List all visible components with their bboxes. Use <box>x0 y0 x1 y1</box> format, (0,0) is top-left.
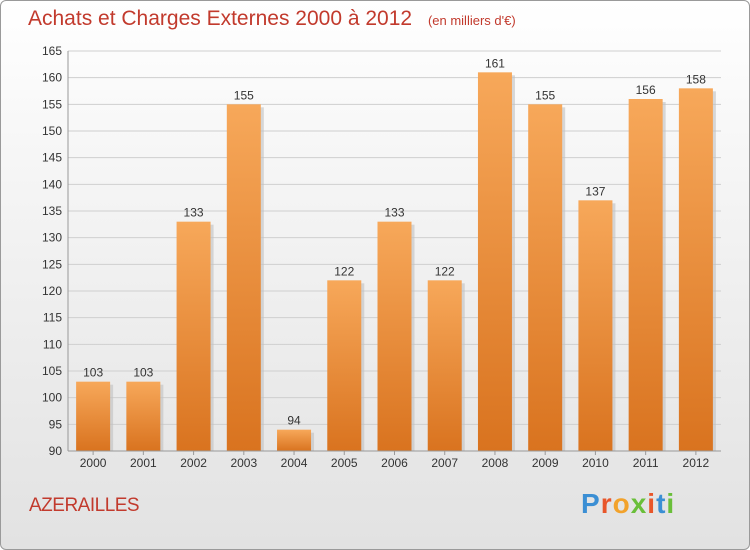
data-label: 133 <box>384 206 404 220</box>
bars <box>76 72 716 451</box>
logo-letter: x <box>630 488 648 519</box>
x-tick-label: 2003 <box>230 456 257 470</box>
bar <box>176 221 211 451</box>
y-tick-label: 95 <box>49 417 63 431</box>
data-labels: 103 103 133 155 94 122 133 122 161 155 137 156 158 <box>83 56 706 427</box>
chart-title: Achats et Charges Externes 2000 à 2012 (… <box>28 7 516 31</box>
data-label: 133 <box>184 206 204 220</box>
data-label: 156 <box>636 83 656 97</box>
logo-letter: P <box>581 488 601 519</box>
y-tick-label: 125 <box>42 257 62 271</box>
bar <box>327 280 362 451</box>
bar <box>628 99 663 451</box>
logo-letter: i <box>666 488 676 519</box>
data-label: 103 <box>83 366 103 380</box>
x-tick-label: 2000 <box>80 456 107 470</box>
x-tick-label: 2009 <box>532 456 559 470</box>
x-tick-label: 2007 <box>431 456 458 470</box>
x-tick-label: 2008 <box>482 456 509 470</box>
data-label: 94 <box>287 414 301 428</box>
bar <box>76 381 111 451</box>
logo-letter: r <box>600 488 613 519</box>
x-tick-label: 2001 <box>130 456 157 470</box>
x-tick-label: 2012 <box>683 456 710 470</box>
data-label: 122 <box>334 264 354 278</box>
data-label: 155 <box>535 88 555 102</box>
data-label: 122 <box>435 264 455 278</box>
y-tick-label: 110 <box>43 337 62 351</box>
logo-letter: o <box>612 488 631 519</box>
bar <box>277 429 312 451</box>
y-tick-label: 120 <box>42 284 62 298</box>
proxiti-logo: Proxiti <box>581 488 675 520</box>
logo-letter: t <box>656 488 667 519</box>
logo-letter: i <box>647 488 657 519</box>
bar <box>528 104 563 451</box>
data-label: 155 <box>234 88 254 102</box>
y-tick-label: 150 <box>42 124 62 138</box>
x-tick-label: 2002 <box>180 456 207 470</box>
y-tick-label: 160 <box>42 71 62 85</box>
x-tick-label: 2011 <box>633 456 659 470</box>
bar <box>377 221 412 451</box>
y-tick-label: 90 <box>49 444 63 458</box>
y-tick-label: 140 <box>42 177 62 191</box>
x-tick-label: 2006 <box>381 456 408 470</box>
y-tick-label: 165 <box>42 44 62 58</box>
y-tick-label: 135 <box>42 204 62 218</box>
y-tick-label: 145 <box>42 151 62 165</box>
chart-title-text: Achats et Charges Externes 2000 à 2012 <box>28 7 413 30</box>
y-axis: 90 95 100 105 110 115 120 125 130 135 140 145 150 155… <box>42 44 69 458</box>
data-label: 158 <box>686 72 706 86</box>
x-tick-label: 2005 <box>331 456 358 470</box>
bar <box>578 200 613 451</box>
commune-name: AZERAILLES <box>29 495 140 516</box>
y-tick-label: 130 <box>42 231 62 245</box>
bar <box>126 381 161 451</box>
bar <box>678 88 713 451</box>
data-label: 161 <box>485 56 505 70</box>
data-label: 137 <box>585 184 605 198</box>
y-tick-label: 115 <box>43 311 62 325</box>
bar <box>427 280 462 451</box>
data-label: 103 <box>133 366 153 380</box>
y-tick-label: 155 <box>42 97 62 111</box>
bar <box>226 104 261 451</box>
x-tick-label: 2004 <box>281 456 308 470</box>
bar <box>477 72 512 451</box>
y-tick-label: 100 <box>42 391 62 405</box>
x-axis: 2000 2001 2002 2003 2004 2005 2006 2007 2008 2009… <box>68 450 721 470</box>
chart-unit: (en milliers d'€) <box>427 13 516 28</box>
x-tick-label: 2010 <box>582 456 609 470</box>
y-tick-label: 105 <box>42 364 62 378</box>
